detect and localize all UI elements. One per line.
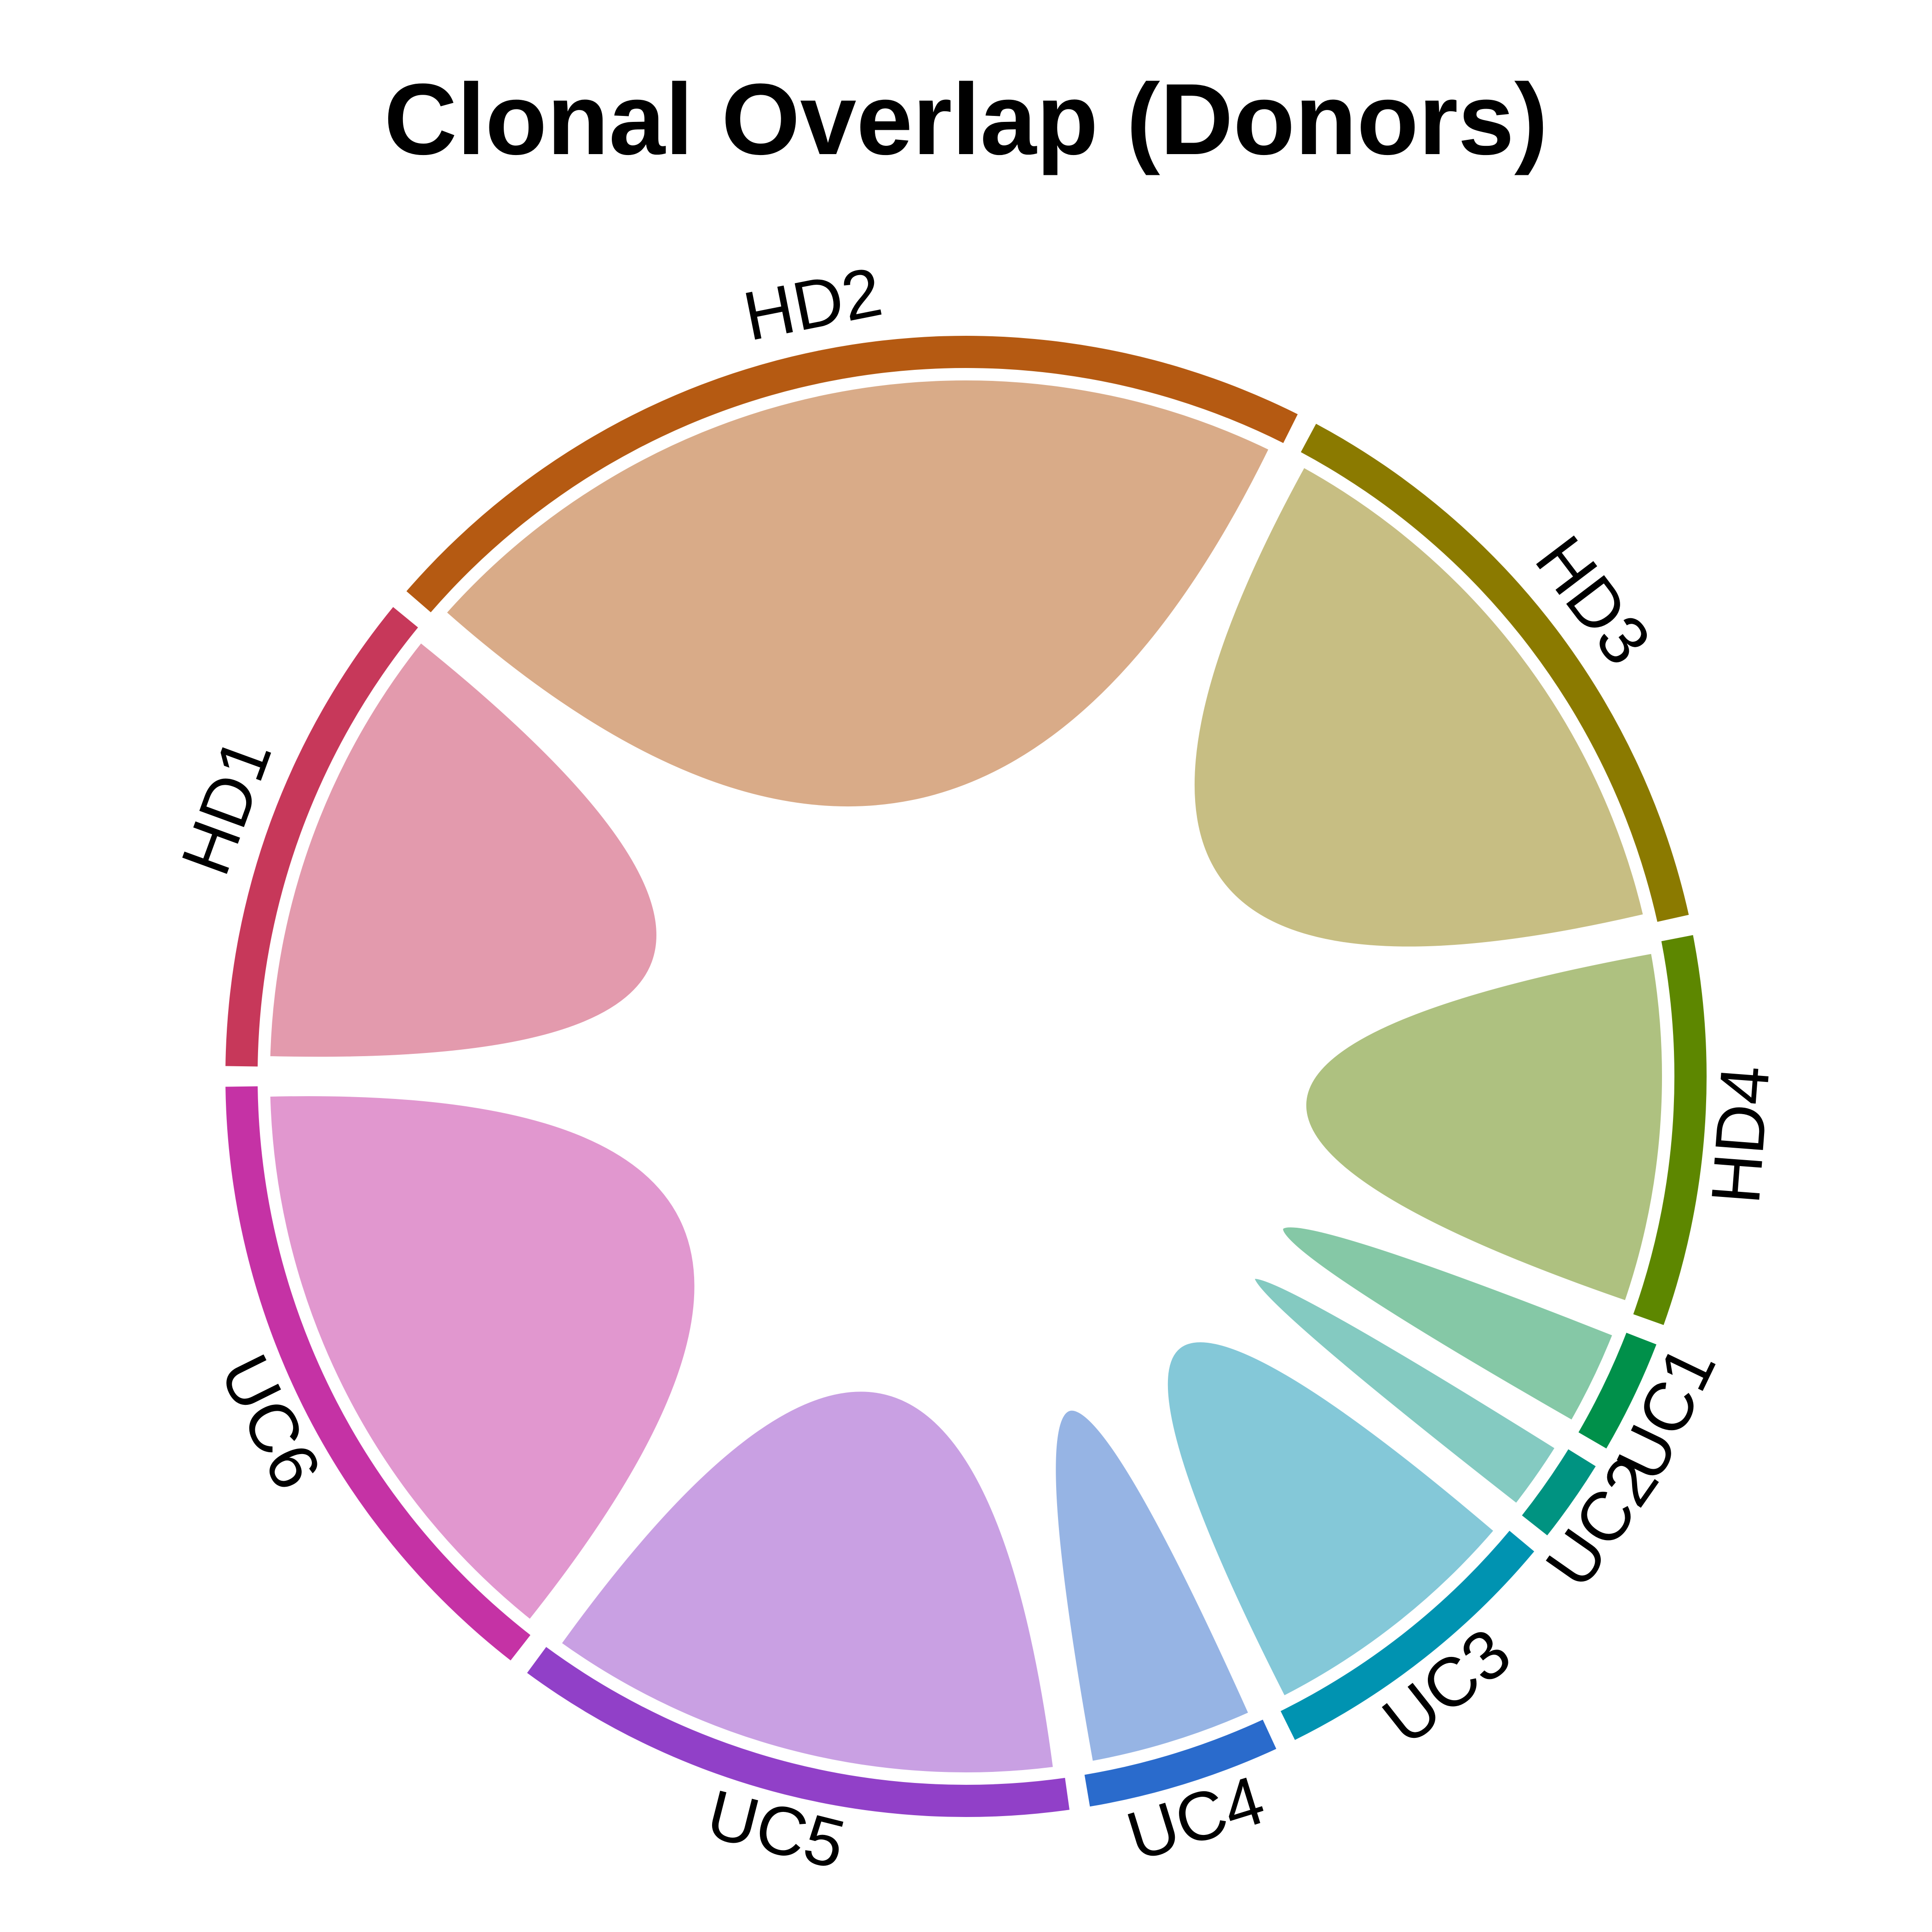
ribbon-uc5[interactable]	[554, 1385, 1060, 1779]
ribbon-hd3[interactable]	[1188, 460, 1650, 953]
sector-track-uc3[interactable]	[1280, 1530, 1535, 1740]
ribbon-layer	[264, 374, 1668, 1779]
sector-label-hd4: HD4	[1696, 1063, 1784, 1207]
ribbon-hd4[interactable]	[1300, 947, 1668, 1308]
sector-track-uc4[interactable]	[1084, 1719, 1276, 1807]
sector-track-hd2[interactable]	[406, 335, 1298, 613]
sector-track-uc5[interactable]	[527, 1647, 1070, 1817]
chart-title: Clonal Overlap (Donors)	[384, 63, 1548, 176]
ribbon-hd2[interactable]	[439, 374, 1276, 813]
ribbon-hd1[interactable]	[264, 636, 663, 1064]
sector-label-hd2: HD2	[737, 253, 888, 355]
ribbon-uc6[interactable]	[264, 1090, 701, 1627]
sector-track-layer	[225, 335, 1707, 1817]
ribbon-uc1[interactable]	[1276, 1221, 1620, 1427]
sector-track-uc6[interactable]	[225, 1086, 531, 1661]
ribbon-uc2[interactable]	[1248, 1272, 1562, 1511]
sector-track-hd4[interactable]	[1633, 935, 1707, 1325]
ribbon-uc4[interactable]	[1049, 1404, 1256, 1768]
sector-track-uc1[interactable]	[1578, 1333, 1656, 1449]
sector-track-hd3[interactable]	[1300, 424, 1689, 922]
sector-track-hd1[interactable]	[225, 607, 418, 1067]
ribbon-uc3[interactable]	[1161, 1336, 1501, 1703]
sector-track-uc2[interactable]	[1522, 1449, 1596, 1535]
